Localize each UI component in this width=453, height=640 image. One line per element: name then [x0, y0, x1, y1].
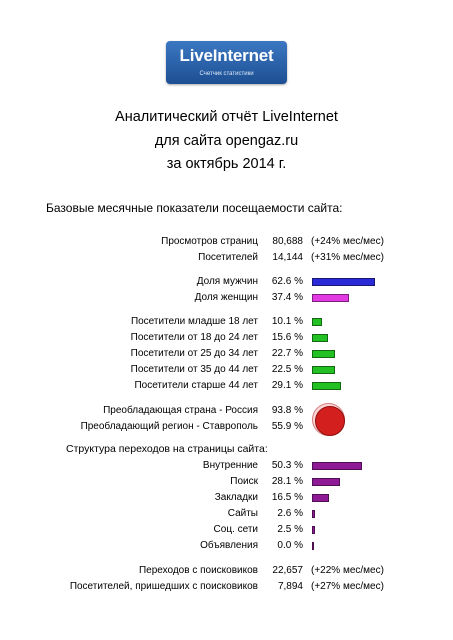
search-visitors-value: 7,894: [277, 581, 303, 592]
geo-country-label: Преобладающая страна - Россия: [103, 405, 258, 416]
age-18-24-value: 15.6 %: [271, 332, 303, 343]
age-under-18-value: 10.1 %: [271, 316, 303, 327]
age-25-34-value: 22.7 %: [271, 348, 303, 359]
traffic-social-label: Соц. сети: [213, 524, 258, 535]
search-referrals-value: 22,657: [272, 565, 303, 576]
section-traffic-heading: Структура переходов на страницы сайта:: [66, 443, 268, 455]
traffic-search-label: Поиск: [230, 476, 258, 487]
traffic-sites-bar: [312, 510, 315, 518]
gender-male-value: 62.6 %: [271, 276, 303, 287]
age-under-18-label: Посетители младше 18 лет: [130, 316, 258, 327]
age-over-44-value: 29.1 %: [271, 380, 303, 391]
search-referrals-change: (+22% мес/мес): [311, 565, 384, 576]
traffic-internal-bar: [312, 462, 362, 470]
logo-wordmark: LiveInternet: [179, 46, 274, 65]
age-18-24-label: Посетители от 18 до 24 лет: [130, 332, 258, 343]
visitors-value: 14,144: [272, 252, 303, 263]
age-over-44-label: Посетители старше 44 лет: [134, 380, 258, 391]
traffic-internal-label: Внутренние: [202, 460, 258, 471]
gender-female-bar: [312, 294, 349, 302]
gender-male-bar: [312, 278, 375, 286]
traffic-internal-value: 50.3 %: [271, 460, 303, 471]
geo-region-circle: [315, 406, 345, 436]
report-title-line3: за октябрь 2014 г.: [166, 156, 287, 172]
gender-female-label: Доля женщин: [194, 292, 258, 303]
search-visitors-label: Посетителей, пришедших с поисковиков: [69, 581, 258, 592]
traffic-ads-bar: [312, 542, 314, 550]
report-title-line1: Аналитический отчёт LiveInternet: [115, 109, 338, 125]
traffic-bookmarks-bar: [312, 494, 329, 502]
gender-male-label: Доля мужчин: [196, 276, 258, 287]
liveinternet-logo: LiveInternet Счетчик статистики: [166, 41, 287, 84]
visitors-change: (+31% мес/мес): [311, 252, 384, 263]
traffic-social-value: 2.5 %: [277, 524, 303, 535]
traffic-social-bar: [312, 526, 315, 534]
traffic-sites-label: Сайты: [227, 508, 258, 519]
logo-subtitle: Счетчик статистики: [199, 71, 254, 77]
section-basic-heading: Базовые месячные показатели посещаемости…: [46, 201, 343, 215]
age-35-44-value: 22.5 %: [271, 364, 303, 375]
pageviews-label: Просмотров страниц: [161, 236, 258, 247]
age-18-24-bar: [312, 334, 328, 342]
age-35-44-bar: [312, 366, 335, 374]
traffic-bookmarks-value: 16.5 %: [271, 492, 303, 503]
traffic-sites-value: 2.6 %: [277, 508, 303, 519]
report-title-line2: для сайта opengaz.ru: [154, 133, 299, 149]
search-referrals-label: Переходов с поисковиков: [138, 565, 258, 576]
geo-region-value: 55.9 %: [271, 421, 303, 432]
age-25-34-bar: [312, 350, 335, 358]
traffic-search-bar: [312, 478, 340, 486]
age-25-34-label: Посетители от 25 до 34 лет: [130, 348, 258, 359]
traffic-search-value: 28.1 %: [271, 476, 303, 487]
visitors-label: Посетителей: [198, 252, 258, 263]
pageviews-value: 80,688: [272, 236, 303, 247]
pageviews-change: (+24% мес/мес): [311, 236, 384, 247]
geo-region-label: Преобладающий регион - Ставрополь: [80, 421, 258, 432]
age-over-44-bar: [312, 382, 341, 390]
geo-country-value: 93.8 %: [271, 405, 303, 416]
traffic-ads-value: 0.0 %: [277, 540, 303, 551]
search-visitors-change: (+27% мес/мес): [311, 581, 384, 592]
traffic-ads-label: Объявления: [200, 540, 258, 551]
age-35-44-label: Посетители от 35 до 44 лет: [130, 364, 258, 375]
gender-female-value: 37.4 %: [271, 292, 303, 303]
traffic-bookmarks-label: Закладки: [214, 492, 258, 503]
age-under-18-bar: [312, 318, 322, 326]
